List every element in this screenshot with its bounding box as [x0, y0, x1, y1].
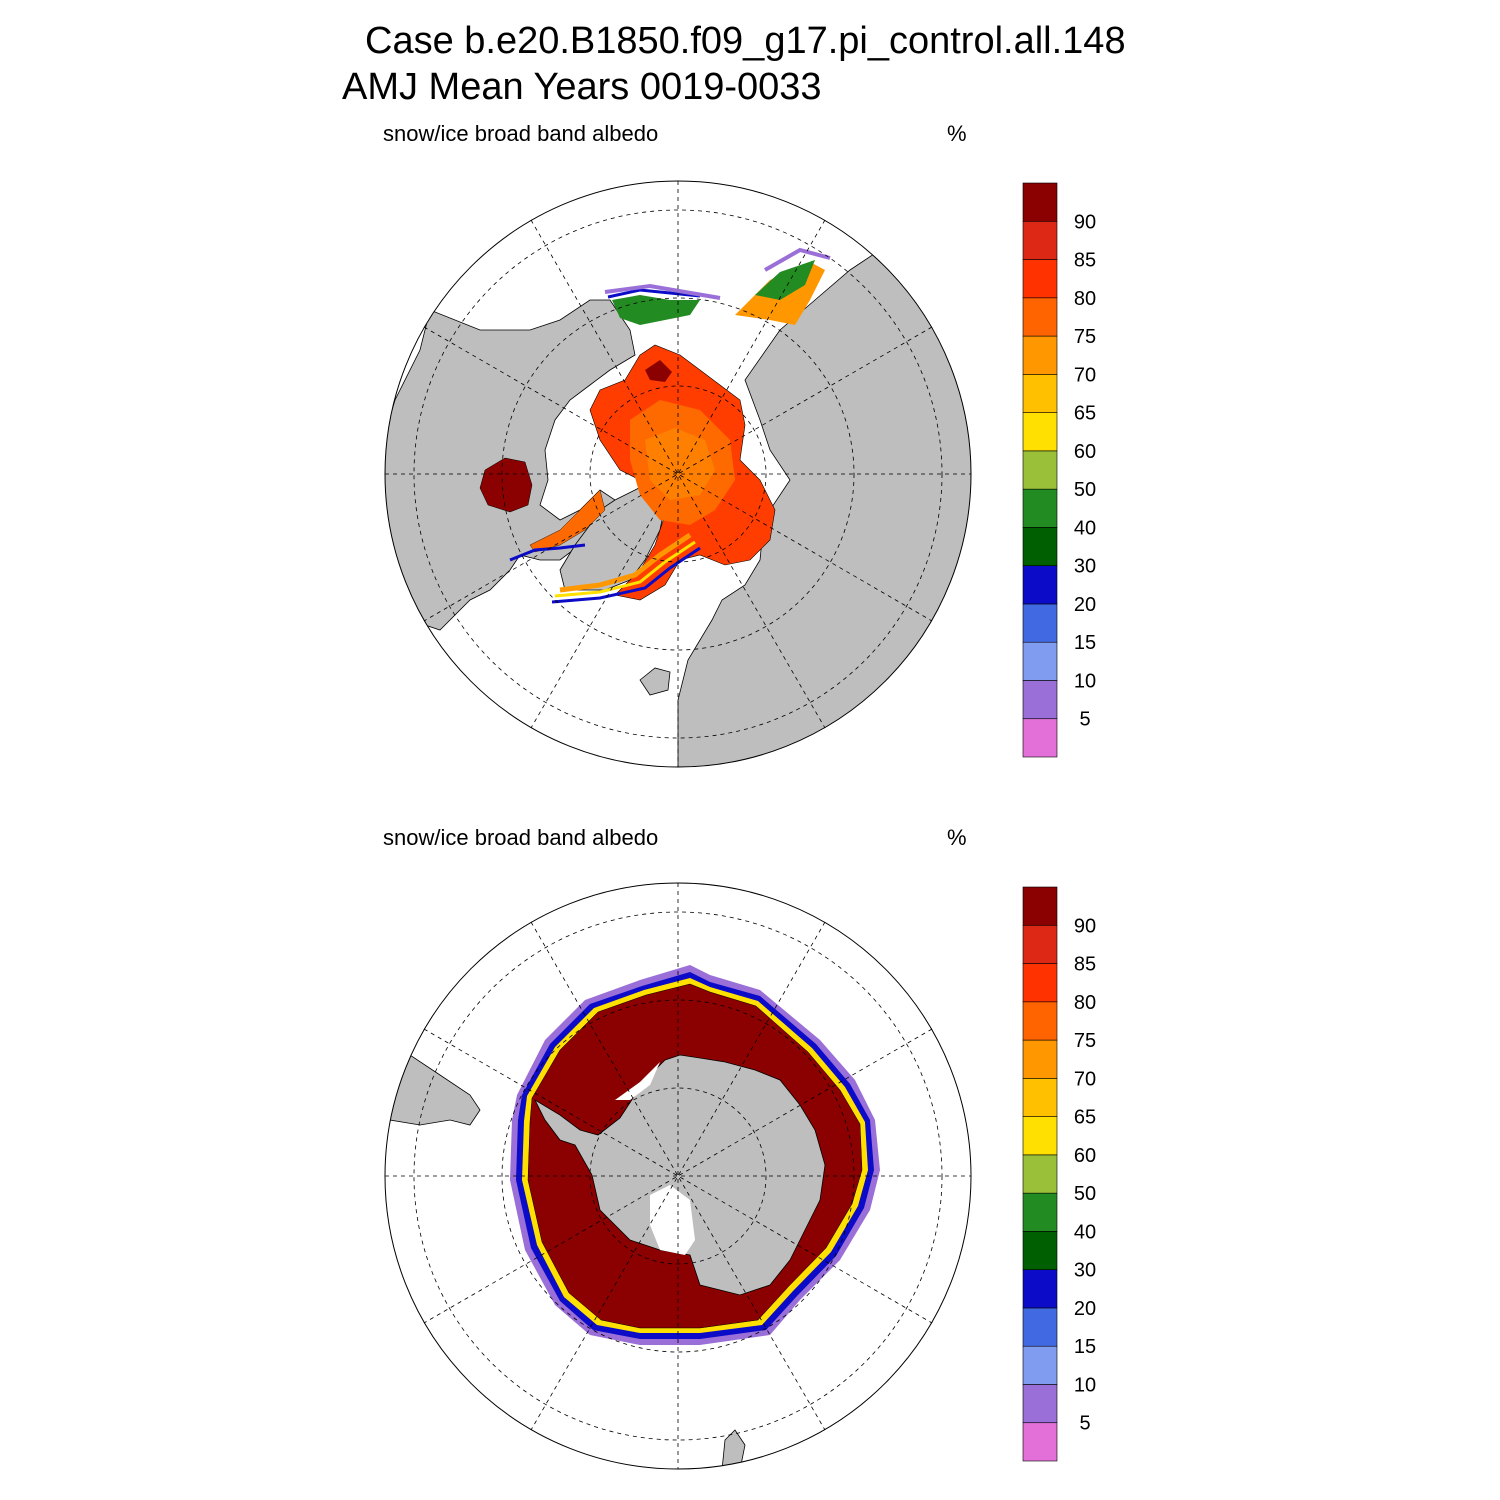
- north-ice-labrador-edge: [509, 543, 586, 562]
- south-colorbar-box: [1022, 1269, 1058, 1309]
- south-colorbar-box: [1022, 1154, 1058, 1194]
- south-map-border: [384, 882, 972, 1470]
- north-colorbar-box: [1022, 718, 1058, 758]
- north-colorbar-tick-label: 70: [1074, 364, 1096, 386]
- south-colorbar-box: [1022, 1001, 1058, 1041]
- south-colorbar-tick-label: 15: [1074, 1336, 1096, 1358]
- north-colorbar-box: [1022, 335, 1058, 375]
- north-colorbar-tick-label: 50: [1074, 479, 1096, 501]
- north-colorbar-box: [1022, 259, 1058, 299]
- south-colorbar-tick-label: 85: [1074, 954, 1096, 976]
- figure-title-case: Case b.e20.B1850.f09_g17.pi_control.all.…: [365, 20, 1126, 62]
- south-panel-units-label: %: [947, 825, 967, 850]
- north-ice-bering-blue: [607, 288, 701, 299]
- north-ice-edge-greenland: [559, 532, 692, 593]
- north-graticule: [385, 181, 971, 767]
- south-colorbar-box: [1022, 1384, 1058, 1424]
- north-ice-arctic-center: [645, 428, 715, 500]
- north-colorbar-tick-label: 5: [1079, 709, 1090, 731]
- south-colorbar-tick-label: 65: [1074, 1107, 1096, 1129]
- north-map-border: [384, 180, 972, 768]
- north-colorbar-box: [1022, 680, 1058, 720]
- south-land-australia-tip: [721, 1429, 746, 1469]
- south-polar-map: [384, 882, 972, 1470]
- north-colorbar-tick-label: 85: [1074, 250, 1096, 272]
- north-colorbar-tick-label: 15: [1074, 632, 1096, 654]
- south-colorbar-box: [1022, 1307, 1058, 1347]
- north-colorbar-box: [1022, 488, 1058, 528]
- north-colorbar-tick-label: 60: [1074, 441, 1096, 463]
- south-ice-shelf-weddell: [615, 1062, 660, 1100]
- north-colorbar-box: [1022, 182, 1058, 222]
- north-colorbar-box: [1022, 297, 1058, 337]
- south-panel-variable-label: snow/ice broad band albedo: [383, 825, 659, 850]
- south-colorbar-tick-label: 50: [1074, 1183, 1096, 1205]
- north-colorbar-box: [1022, 603, 1058, 643]
- south-colorbar-tick-label: 75: [1074, 1030, 1096, 1052]
- north-ice-laptev: [645, 360, 672, 382]
- north-colorbar-tick-label: 20: [1074, 594, 1096, 616]
- south-colorbar-box: [1022, 886, 1058, 926]
- north-ice-edge-greenland-blue: [551, 546, 701, 604]
- south-colorbar-box: [1022, 1116, 1058, 1156]
- north-colorbar-tick-label: 75: [1074, 326, 1096, 348]
- north-colorbar-tick-label: 90: [1074, 211, 1096, 233]
- north-ice-okhotsk-violet: [764, 247, 831, 272]
- south-colorbar-tick-label: 90: [1074, 915, 1096, 937]
- north-colorbar-tick-label: 10: [1074, 670, 1096, 692]
- north-panel-variable-label: snow/ice broad band albedo: [383, 121, 659, 146]
- south-land-south-america: [389, 1054, 481, 1126]
- north-colorbar-box: [1022, 641, 1058, 681]
- south-colorbar-box: [1022, 963, 1058, 1003]
- south-colorbar-box: [1022, 1078, 1058, 1117]
- north-colorbar: 5 10 15 20 30 40 50 60 65 70 75 80 85 90: [1022, 182, 1096, 758]
- north-polar-map: [384, 180, 972, 768]
- north-colorbar-box: [1022, 450, 1058, 490]
- south-colorbar-tick-label: 5: [1079, 1413, 1090, 1435]
- north-ice-okhotsk-green: [755, 260, 815, 300]
- south-colorbar: 5 10 15 20 30 40 50 60 65 70 75 80 85 90: [1022, 886, 1096, 1462]
- north-ice-edge-greenland-outer: [554, 540, 696, 598]
- north-colorbar-box: [1022, 374, 1058, 413]
- north-land-iceland: [639, 667, 671, 696]
- south-colorbar-box: [1022, 1345, 1058, 1385]
- south-colorbar-tick-label: 30: [1074, 1260, 1096, 1282]
- south-ice-shelf-ross: [650, 1185, 695, 1255]
- north-colorbar-box: [1022, 565, 1058, 605]
- north-colorbar-box: [1022, 527, 1058, 566]
- north-colorbar-tick-label: 65: [1074, 403, 1096, 425]
- south-colorbar-box: [1022, 1422, 1058, 1462]
- south-colorbar-tick-label: 60: [1074, 1145, 1096, 1167]
- north-colorbar-box: [1022, 220, 1058, 260]
- north-panel-units-label: %: [947, 121, 967, 146]
- south-colorbar-tick-label: 10: [1074, 1374, 1096, 1396]
- north-ice-hudson-bay: [479, 457, 533, 513]
- south-colorbar-box: [1022, 1039, 1058, 1079]
- south-colorbar-box: [1022, 1231, 1058, 1270]
- north-colorbar-box: [1022, 412, 1058, 452]
- south-colorbar-box: [1022, 924, 1058, 964]
- south-colorbar-box: [1022, 1192, 1058, 1232]
- south-graticule: [385, 883, 971, 1469]
- south-colorbar-tick-label: 80: [1074, 992, 1096, 1014]
- north-colorbar-tick-label: 40: [1074, 517, 1096, 539]
- north-ice-bering-violet: [604, 283, 721, 300]
- north-colorbar-tick-label: 80: [1074, 288, 1096, 310]
- figure-title-period: AMJ Mean Years 0019-0033: [342, 66, 822, 108]
- north-colorbar-tick-label: 30: [1074, 556, 1096, 578]
- south-colorbar-tick-label: 40: [1074, 1221, 1096, 1243]
- south-colorbar-tick-label: 20: [1074, 1298, 1096, 1320]
- south-colorbar-tick-label: 70: [1074, 1068, 1096, 1090]
